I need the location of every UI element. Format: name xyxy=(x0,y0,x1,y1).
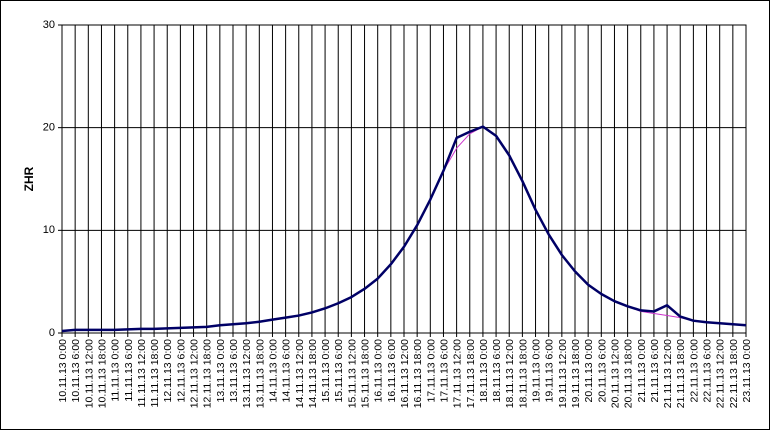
x-tick-label: 21.11.13 12:00 xyxy=(662,339,674,408)
x-tick-label: 19.11.13 0:00 xyxy=(531,339,543,403)
x-tick-label: 10.11.13 6:00 xyxy=(70,339,82,403)
series-line xyxy=(61,125,747,333)
x-tick-label: 17.11.13 6:00 xyxy=(438,339,450,403)
x-tick-label: 13.11.13 18:00 xyxy=(254,339,266,408)
x-tick-label: 18.11.13 18:00 xyxy=(517,339,529,408)
x-tick-label: 22.11.13 18:00 xyxy=(728,339,740,408)
x-tick-label: 13.11.13 12:00 xyxy=(241,339,253,408)
x-tick-label: 14.11.13 0:00 xyxy=(267,339,279,403)
x-tick-label: 13.11.13 0:00 xyxy=(215,339,227,403)
x-tick-label: 15.11.13 18:00 xyxy=(360,339,372,408)
x-tick-label: 18.11.13 12:00 xyxy=(504,339,516,408)
x-tick-label: 14.11.13 18:00 xyxy=(307,339,319,408)
x-tick-label: 21.11.13 18:00 xyxy=(675,339,687,408)
y-tick-label: 10 xyxy=(43,224,55,236)
x-tick-label: 20.11.13 12:00 xyxy=(609,339,621,408)
x-tick-label: 17.11.13 18:00 xyxy=(465,339,477,408)
x-tick-label: 16.11.13 6:00 xyxy=(386,339,398,403)
x-tick-label: 15.11.13 12:00 xyxy=(346,339,358,408)
x-tick-label: 18.11.13 6:00 xyxy=(491,339,503,403)
x-tick-label: 17.11.13 0:00 xyxy=(425,339,437,403)
x-tick-label: 16.11.13 12:00 xyxy=(399,339,411,408)
x-tick-label: 10.11.13 12:00 xyxy=(83,339,95,408)
x-tick-label: 22.11.13 12:00 xyxy=(715,339,727,408)
x-tick-label: 11.11.13 6:00 xyxy=(123,339,135,402)
x-tick-label: 20.11.13 18:00 xyxy=(623,339,635,408)
x-tick-label: 16.11.13 18:00 xyxy=(412,339,424,408)
y-tick-label: 30 xyxy=(43,19,55,31)
x-tick-label: 12.11.13 12:00 xyxy=(189,339,201,408)
x-tick-label: 21.11.13 0:00 xyxy=(636,339,648,403)
y-tick-label: 20 xyxy=(43,122,55,134)
x-tick-label: 21.11.13 6:00 xyxy=(649,339,661,403)
x-tick-label: 13.11.13 6:00 xyxy=(228,339,240,403)
x-tick-label: 11.11.13 0:00 xyxy=(110,339,122,402)
x-tick-label: 12.11.13 18:00 xyxy=(202,339,214,408)
x-tick-label: 12.11.13 6:00 xyxy=(175,339,187,403)
x-tick-label: 18.11.13 0:00 xyxy=(478,339,490,403)
x-tick-label: 22.11.13 6:00 xyxy=(702,339,714,403)
x-tick-label: 20.11.13 0:00 xyxy=(583,339,595,403)
x-tick-label: 19.11.13 12:00 xyxy=(557,339,569,408)
x-tick-label: 15.11.13 6:00 xyxy=(333,339,345,403)
x-tick-label: 12.11.13 0:00 xyxy=(162,339,174,403)
plot-border xyxy=(61,24,747,334)
x-tick-label: 19.11.13 18:00 xyxy=(570,339,582,408)
x-tick-label: 11.11.13 12:00 xyxy=(136,339,148,408)
x-tick-label: 23.11.13 0:00 xyxy=(741,339,753,403)
x-tick-label: 10.11.13 18:00 xyxy=(96,339,108,408)
x-tick-label: 14.11.13 6:00 xyxy=(281,339,293,403)
x-tick-label: 20.11.13 6:00 xyxy=(596,339,608,403)
x-tick-label: 11.11.13 18:00 xyxy=(149,339,161,408)
x-tick-label: 19.11.13 6:00 xyxy=(544,339,556,403)
x-tick-label: 16.11.13 0:00 xyxy=(373,339,385,403)
x-tick-label: 10.11.13 0:00 xyxy=(57,339,69,403)
x-tick-label: 15.11.13 0:00 xyxy=(320,339,332,403)
x-tick-label: 22.11.13 0:00 xyxy=(688,339,700,403)
y-axis-label: ZHR xyxy=(22,166,36,191)
x-tick-label: 14.11.13 12:00 xyxy=(294,339,306,408)
y-tick-label: 0 xyxy=(49,327,55,339)
x-tick-label: 17.11.13 12:00 xyxy=(452,339,464,408)
